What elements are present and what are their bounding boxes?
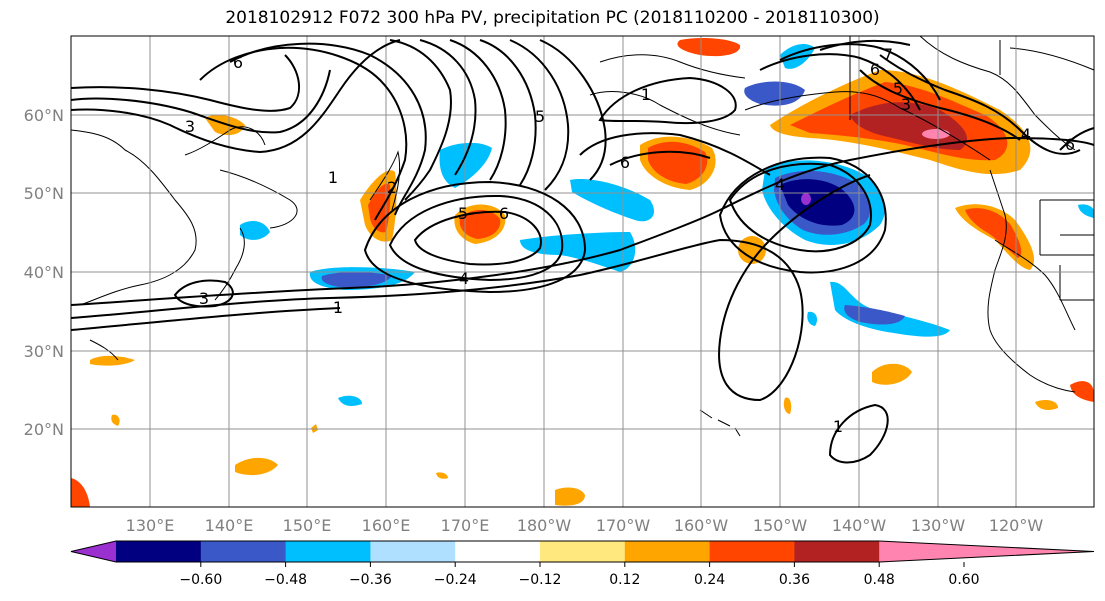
colorbar-tick-label: 0.12: [609, 572, 640, 588]
contour-label: 5: [535, 107, 545, 126]
colorbar-segment: [794, 541, 880, 562]
contour-label: 2: [387, 178, 397, 197]
lon-label: 130°E: [126, 516, 175, 535]
contour-label: 7: [883, 45, 893, 64]
precip-shading: [71, 37, 1094, 507]
lat-label: 40°N: [24, 263, 64, 282]
contour-label: 3: [901, 95, 911, 114]
contour-label: 1: [328, 168, 338, 187]
gridlines: [71, 36, 1094, 507]
colorbar-outline: [70, 540, 1095, 563]
lon-label: 130°W: [911, 516, 966, 535]
lon-label: 180°W: [517, 516, 572, 535]
lon-label: 170°E: [441, 516, 490, 535]
contour-labels: 6 3 1 2 5 6 4 1 3 1 5 6 4 7 6 5 3 4 6 1: [185, 45, 1075, 436]
colorbar-tick-label: −0.36: [349, 572, 392, 588]
contour-label: 6: [1065, 135, 1075, 154]
lon-label: 170°W: [596, 516, 651, 535]
contour-label: 6: [233, 53, 243, 72]
lon-label: 150°E: [283, 516, 332, 535]
colorbar-tick-label: 0.48: [864, 572, 895, 588]
lon-label: 120°W: [989, 516, 1044, 535]
colorbar-tick-label: 0.60: [948, 572, 979, 588]
colorbar-segment: [455, 541, 541, 562]
map-frame: [70, 35, 1095, 508]
longitude-labels: 130°E 140°E 150°E 160°E 170°E 180°W 170°…: [126, 516, 1044, 535]
lon-label: 160°W: [674, 516, 729, 535]
colorbar-extend-low: [71, 541, 116, 562]
lon-label: 140°W: [832, 516, 887, 535]
coastlines: [70, 35, 1095, 437]
pv-contours: [70, 39, 1095, 464]
lat-label: 20°N: [24, 420, 64, 439]
contour-label: 6: [499, 204, 509, 223]
colorbar-tick-label: −0.12: [519, 572, 562, 588]
map-title: 2018102912 F072 300 hPa PV, precipitatio…: [225, 8, 880, 28]
colorbar-segment: [624, 541, 711, 562]
colorbar-segment: [200, 541, 287, 562]
contour-label: 1: [641, 85, 651, 104]
contour-label: 6: [620, 153, 630, 172]
contour-label: 3: [185, 117, 195, 136]
colorbar: −0.60 −0.48 −0.36 −0.24 −0.12 0.12 0.24 0.36 0.4…: [70, 540, 1095, 588]
latitude-labels: 60°N 50°N 40°N 30°N 20°N: [24, 106, 64, 439]
lat-label: 30°N: [24, 342, 64, 361]
contour-label: 5: [458, 204, 468, 223]
colorbar-segment: [540, 541, 626, 562]
colorbar-tick-label: 0.36: [779, 572, 810, 588]
colorbar-segment: [285, 541, 371, 562]
colorbar-tick-label: 0.24: [694, 572, 725, 588]
colorbar-tick-label: −0.48: [264, 572, 307, 588]
colorbar-extend-high: [879, 541, 1094, 562]
colorbar-tick-label: −0.60: [179, 572, 222, 588]
lon-label: 140°E: [205, 516, 254, 535]
contour-label: 4: [775, 175, 785, 194]
contour-label: 1: [833, 417, 843, 436]
contour-label: 3: [199, 289, 209, 308]
lon-label: 160°E: [362, 516, 411, 535]
colorbar-tick-label: −0.24: [434, 572, 477, 588]
contour-label: 4: [1021, 125, 1031, 144]
colorbar-segment: [116, 541, 202, 562]
contour-label: 5: [893, 79, 903, 98]
contour-label: 6: [870, 60, 880, 79]
colorbar-segment: [370, 541, 456, 562]
lat-label: 60°N: [24, 106, 64, 125]
lon-label: 150°W: [753, 516, 808, 535]
contour-label: 1: [333, 298, 343, 317]
contour-label: 4: [459, 269, 469, 288]
lat-label: 50°N: [24, 184, 64, 203]
colorbar-segment: [709, 541, 795, 562]
